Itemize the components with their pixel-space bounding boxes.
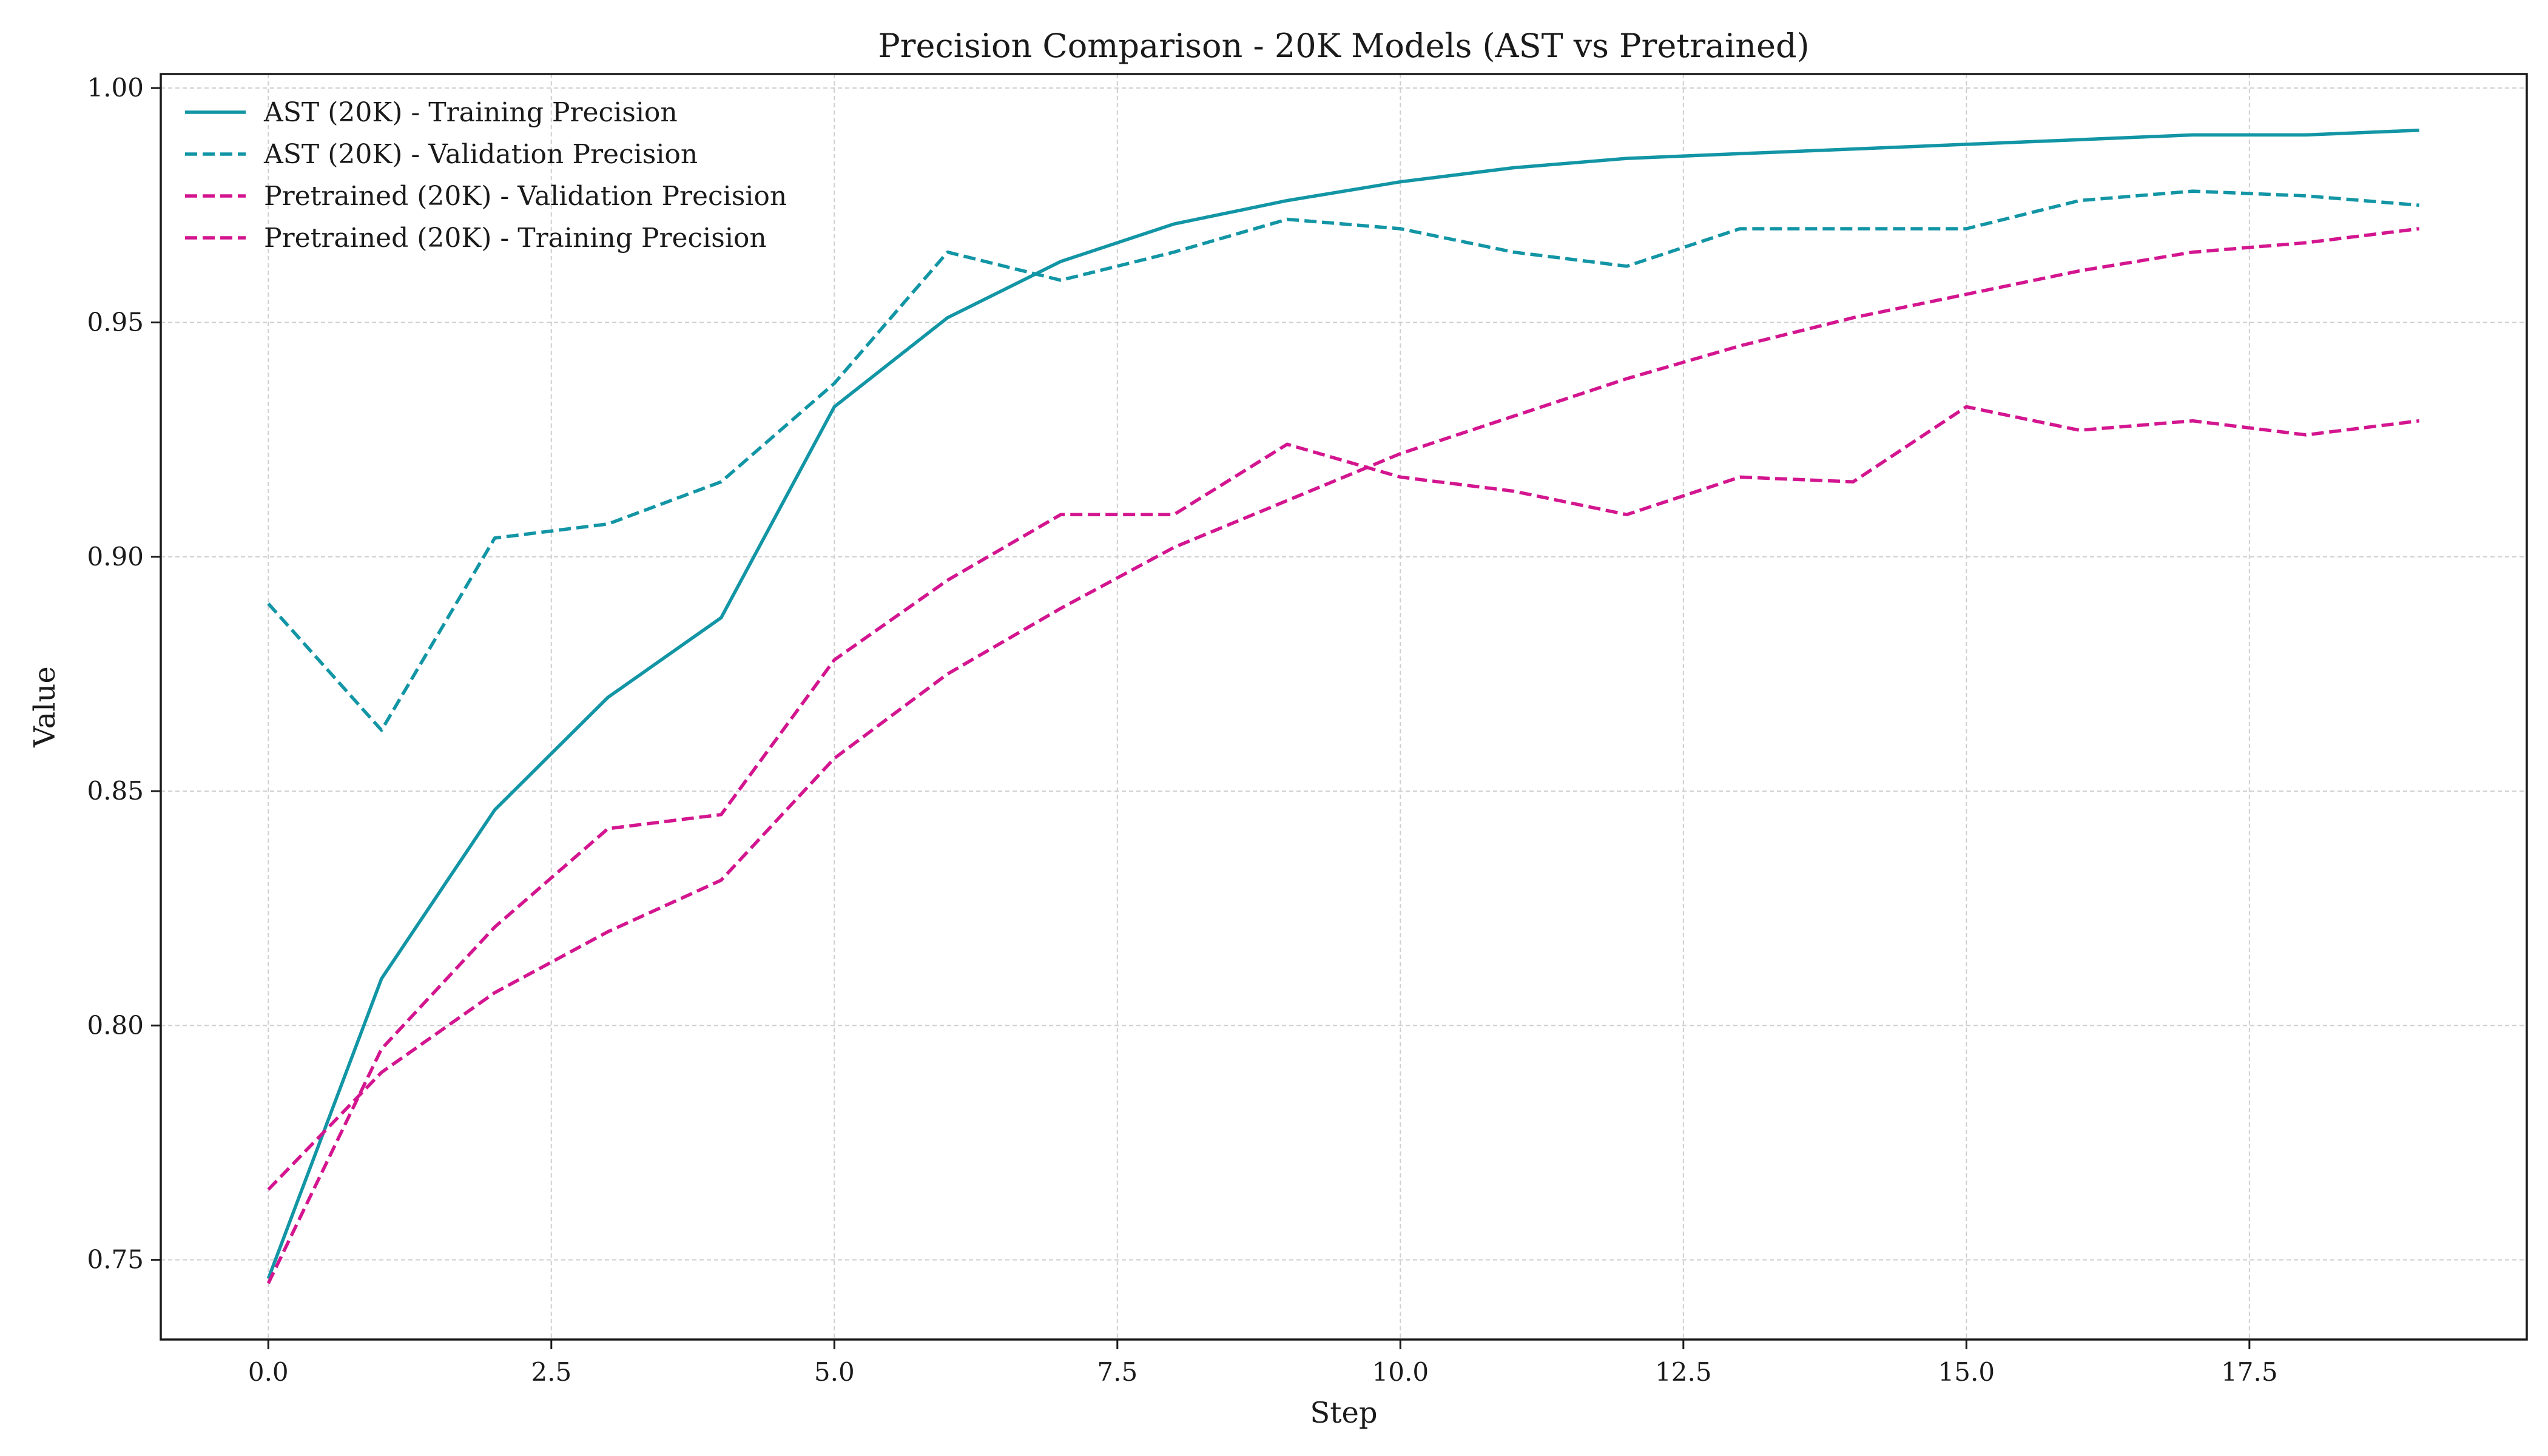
x-tick-label: 2.5 (531, 1357, 571, 1387)
chart-title: Precision Comparison - 20K Models (AST v… (878, 27, 1809, 65)
y-axis-label: Value (28, 666, 62, 748)
series-line-ast-20k-validation-precision (267, 189, 2419, 732)
y-tick-label: 1.00 (87, 73, 144, 103)
grid-lines (161, 74, 2527, 1340)
y-tick-label: 0.75 (87, 1245, 144, 1275)
y-tick-label: 0.85 (87, 776, 144, 806)
series-line-pretrained-20k-training-precision (267, 227, 2420, 1191)
x-tick-label: 17.5 (2221, 1357, 2278, 1387)
x-axis-label: Step (1310, 1396, 1377, 1430)
x-tick-label: 15.0 (1938, 1357, 1995, 1387)
legend-label: AST (20K) - Validation Precision (263, 139, 698, 170)
x-tick-label: 12.5 (1655, 1357, 1712, 1387)
series-line-pretrained-20k-validation-precision (266, 405, 2420, 1284)
x-tick-label: 0.0 (248, 1357, 289, 1387)
legend-label: AST (20K) - Training Precision (263, 97, 678, 128)
legend-label: Pretrained (20K) - Validation Precision (264, 181, 787, 212)
legend-label: Pretrained (20K) - Training Precision (264, 223, 767, 254)
y-tick-label: 0.80 (87, 1010, 144, 1040)
y-tick-label: 0.90 (87, 542, 144, 571)
y-tick-label: 0.95 (87, 307, 144, 337)
x-tick-label: 10.0 (1372, 1357, 1429, 1387)
x-tick-label: 7.5 (1097, 1357, 1138, 1387)
series-line-ast-20k-training-precision (266, 128, 2419, 1279)
x-tick-label: 5.0 (814, 1357, 855, 1387)
series-lines (266, 128, 2420, 1284)
legend: AST (20K) - Training Precision AST (20K) … (185, 97, 787, 254)
axis-ticks: 0.0 2.5 5.0 7.5 10.0 12.5 15.0 17.5 0.75 0.80 0.85… (87, 73, 2277, 1387)
plot-frame (160, 73, 2528, 1341)
